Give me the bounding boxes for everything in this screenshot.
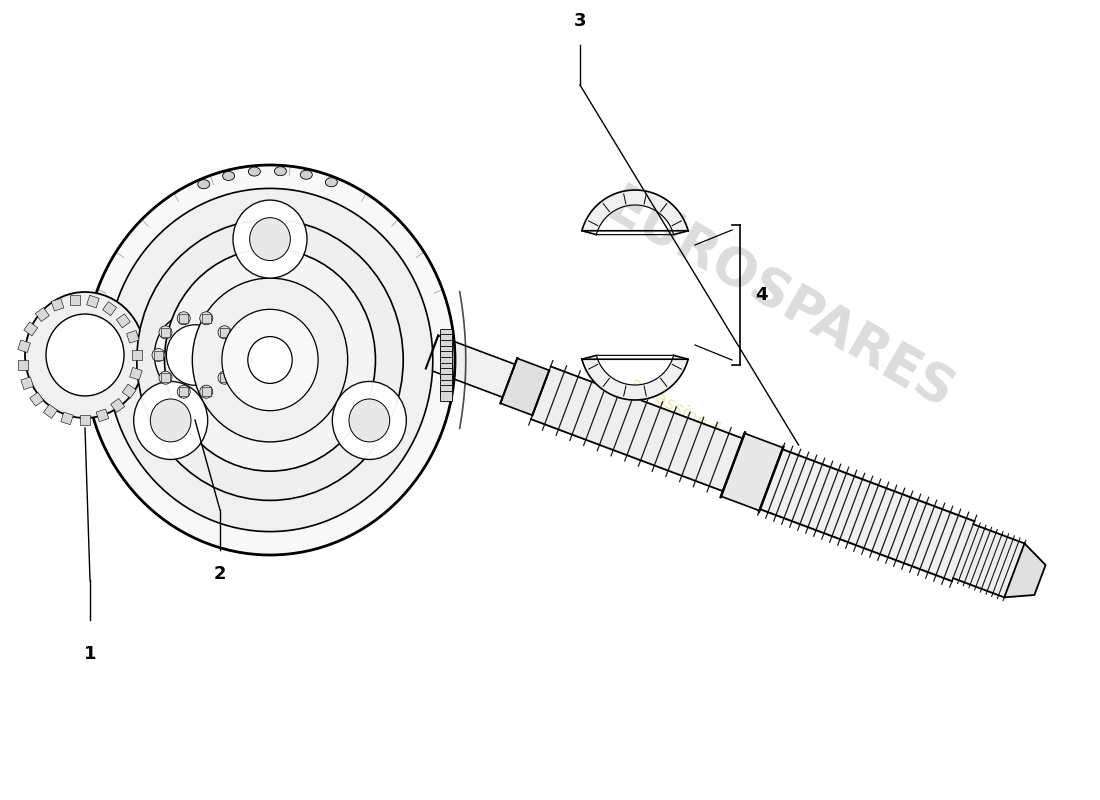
Bar (130, 367, 142, 380)
Ellipse shape (107, 188, 432, 532)
Ellipse shape (300, 170, 312, 179)
Bar (440, 369, 452, 378)
Ellipse shape (46, 314, 124, 396)
Ellipse shape (326, 178, 338, 186)
Bar (35, 307, 50, 322)
Bar (126, 330, 140, 343)
Ellipse shape (192, 278, 348, 442)
Polygon shape (531, 366, 742, 491)
Bar (96, 409, 109, 422)
Bar (440, 351, 452, 362)
Ellipse shape (332, 382, 406, 459)
Bar (18, 360, 28, 370)
Bar (179, 387, 188, 396)
Ellipse shape (222, 310, 318, 410)
Bar (440, 374, 452, 384)
Bar (24, 322, 37, 336)
Ellipse shape (249, 167, 261, 176)
Bar (102, 302, 117, 316)
Ellipse shape (152, 349, 165, 362)
Ellipse shape (200, 312, 212, 325)
Bar (201, 387, 211, 396)
Bar (87, 295, 99, 308)
Ellipse shape (160, 326, 172, 339)
Text: 2: 2 (213, 565, 227, 583)
Ellipse shape (151, 399, 191, 442)
Bar (111, 398, 124, 413)
Ellipse shape (177, 312, 190, 325)
Polygon shape (426, 335, 521, 400)
Bar (132, 350, 142, 360)
Ellipse shape (85, 165, 455, 555)
Bar (201, 314, 211, 322)
Bar (440, 340, 452, 350)
Bar (122, 384, 136, 398)
Text: EUROSPARES: EUROSPARES (597, 179, 962, 421)
Ellipse shape (134, 382, 208, 459)
Bar (440, 329, 452, 338)
Ellipse shape (233, 200, 307, 278)
Text: 4: 4 (755, 286, 768, 304)
Bar (43, 404, 57, 418)
Ellipse shape (177, 386, 190, 398)
Bar (220, 328, 229, 337)
Ellipse shape (200, 386, 212, 398)
Bar (161, 373, 170, 382)
Ellipse shape (25, 292, 145, 418)
Ellipse shape (226, 349, 238, 362)
Bar (80, 415, 90, 425)
Bar (440, 346, 452, 356)
Ellipse shape (143, 300, 248, 410)
Ellipse shape (218, 326, 231, 339)
Polygon shape (1004, 543, 1046, 598)
Bar (227, 350, 236, 359)
Bar (440, 380, 452, 390)
Ellipse shape (222, 171, 234, 181)
Text: 3: 3 (574, 12, 586, 30)
Bar (440, 391, 452, 401)
Bar (440, 357, 452, 367)
Bar (18, 340, 31, 353)
Bar (30, 392, 44, 406)
Bar (440, 362, 452, 373)
Text: a passion for parts since 1983: a passion for parts since 1983 (627, 374, 872, 526)
Polygon shape (760, 450, 975, 581)
Ellipse shape (274, 166, 286, 176)
Bar (440, 334, 452, 344)
Ellipse shape (154, 312, 235, 398)
Text: 1: 1 (84, 645, 97, 663)
Polygon shape (720, 434, 783, 510)
Bar (117, 314, 130, 328)
Bar (52, 298, 64, 311)
Ellipse shape (198, 180, 210, 189)
Polygon shape (582, 190, 689, 234)
Ellipse shape (160, 371, 172, 384)
Bar (179, 314, 188, 322)
Ellipse shape (248, 337, 293, 383)
Ellipse shape (165, 249, 375, 471)
Bar (161, 328, 170, 337)
Bar (440, 386, 452, 395)
Bar (154, 350, 163, 359)
Ellipse shape (349, 399, 389, 442)
Polygon shape (953, 524, 1024, 598)
Ellipse shape (218, 371, 231, 384)
Ellipse shape (250, 218, 290, 261)
Ellipse shape (166, 325, 223, 386)
Bar (21, 377, 33, 390)
Polygon shape (500, 358, 549, 415)
Bar (220, 373, 229, 382)
Polygon shape (582, 355, 689, 400)
Ellipse shape (136, 219, 404, 501)
Bar (60, 412, 74, 425)
Bar (70, 295, 80, 305)
